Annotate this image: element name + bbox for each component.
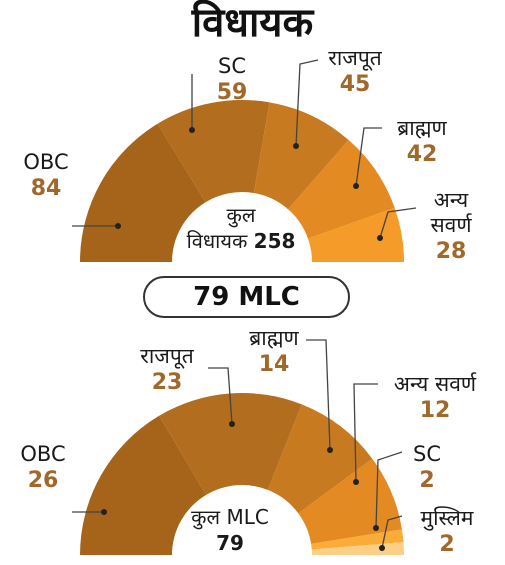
slice-1-4 xyxy=(311,529,404,550)
label-brahmin-mlc-value: 14 xyxy=(258,352,290,377)
slice-0-4 xyxy=(307,207,404,262)
leader-dot-1-5 xyxy=(379,545,385,551)
label-brahmin-mlc-name: ब्राह्मण xyxy=(249,326,299,350)
slice-0-3 xyxy=(288,140,395,239)
label-muslim-mlc-value: 2 xyxy=(439,532,455,557)
leader-1-4 xyxy=(375,451,403,529)
label-obc-name: OBC xyxy=(23,150,69,174)
slice-0-2 xyxy=(253,102,349,210)
label-brahmin: ब्राह्मण 42 xyxy=(384,116,460,168)
slice-1-1 xyxy=(159,392,302,495)
label-sc-value: 59 xyxy=(216,80,248,105)
label-sc-name: SC xyxy=(218,54,246,78)
leader-1-2 xyxy=(306,339,331,451)
slice-0-1 xyxy=(157,100,270,203)
page-title: विधायक xyxy=(191,0,314,46)
label-sc-mlc-name: SC xyxy=(413,442,441,466)
label-brahmin-value: 42 xyxy=(406,142,438,167)
leader-0-4 xyxy=(379,207,417,239)
label-obc-value: 84 xyxy=(30,176,62,201)
leader-1-1 xyxy=(208,367,233,425)
label-obc: OBC 84 xyxy=(16,150,76,202)
leader-dot-1-4 xyxy=(373,525,379,531)
label-anya-savarna-mlc: अन्य सवर्ण 12 xyxy=(380,372,490,424)
label-sc-mlc: SC 2 xyxy=(404,442,450,494)
label-anya-savarna-mlc-name: अन्य सवर्ण xyxy=(393,372,477,396)
label-obc-mlc-name: OBC xyxy=(20,442,66,466)
leader-dot-0-3 xyxy=(353,183,359,189)
label-rajput-mlc-name: राजपूत xyxy=(140,344,194,368)
slice-0-0 xyxy=(80,123,206,262)
label-rajput-mlc-value: 23 xyxy=(151,370,183,395)
leader-dot-0-0 xyxy=(115,223,121,229)
label-brahmin-name: ब्राह्मण xyxy=(397,116,447,140)
label-savarna-name: सवर्ण xyxy=(430,213,472,237)
mlc-pill: 79 MLC xyxy=(143,276,350,318)
slice-1-0 xyxy=(80,415,207,555)
leader-dot-1-3 xyxy=(353,479,359,485)
center-top-label: कुल xyxy=(226,203,256,227)
label-sc: SC 59 xyxy=(207,54,257,106)
label-muslim-mlc: मुस्लिम 2 xyxy=(404,506,490,558)
leader-dot-1-0 xyxy=(101,509,107,515)
center-bottom-value: 79 xyxy=(216,531,244,555)
leader-dot-0-2 xyxy=(293,143,299,149)
leader-0-3 xyxy=(355,127,382,187)
center-bottom-label: कुल MLC xyxy=(191,505,269,529)
label-anya-savarna-value: 28 xyxy=(435,239,467,264)
label-rajput-mlc: राजपूत 23 xyxy=(130,344,204,396)
leader-1-5 xyxy=(381,515,403,549)
center-top: कुल विधायक 258 xyxy=(176,202,306,254)
label-sc-mlc-value: 2 xyxy=(419,468,435,493)
leader-0-2 xyxy=(295,59,319,147)
leader-dot-1-2 xyxy=(327,447,333,453)
leader-dot-0-4 xyxy=(377,235,383,241)
center-bottom: कुल MLC 79 xyxy=(170,504,290,556)
label-rajput-name: राजपूत xyxy=(328,46,382,70)
label-rajput: राजपूत 45 xyxy=(320,46,390,98)
center-top-value: 258 xyxy=(253,229,296,253)
center-top-label-2: विधायक xyxy=(186,229,248,253)
leader-1-3 xyxy=(353,383,378,483)
label-obc-mlc-value: 26 xyxy=(27,468,59,493)
label-obc-mlc: OBC 26 xyxy=(14,442,72,494)
label-anya-savarna-mlc-value: 12 xyxy=(419,398,451,423)
label-brahmin-mlc: ब्राह्मण 14 xyxy=(236,326,312,378)
label-anya-savarna: अन्य सवर्ण 28 xyxy=(420,188,482,265)
label-rajput-value: 45 xyxy=(339,72,371,97)
label-anya-name: अन्य xyxy=(433,188,469,212)
label-muslim-mlc-name: मुस्लिम xyxy=(420,506,474,530)
slice-1-2 xyxy=(267,404,373,514)
leader-dot-1-1 xyxy=(229,421,235,427)
leader-dot-0-1 xyxy=(189,127,195,133)
